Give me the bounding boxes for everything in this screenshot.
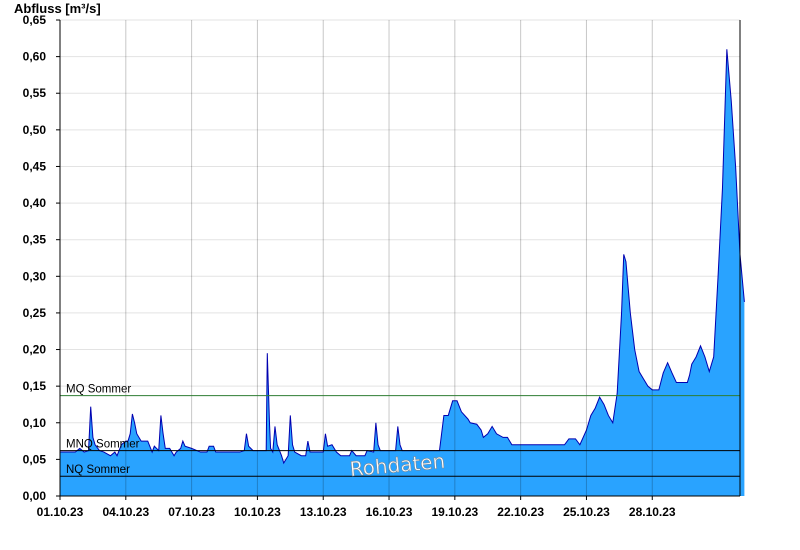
x-tick-label: 22.10.23 — [497, 505, 544, 519]
y-axis-title: Abfluss [m³/s] — [14, 1, 101, 16]
axes — [59, 20, 741, 497]
y-tick-label: 0,20 — [23, 343, 47, 357]
y-tick-label: 0,40 — [23, 196, 47, 210]
y-tick-label: 0,50 — [23, 123, 47, 137]
reference-line-label: NQ Sommer — [66, 464, 130, 476]
y-tick-label: 0,25 — [23, 306, 47, 320]
x-tick-label: 19.10.23 — [431, 505, 478, 519]
y-tick-label: 0,55 — [23, 86, 47, 100]
y-tick-label: 0,35 — [23, 233, 47, 247]
series-area — [60, 49, 745, 496]
y-tick-label: 0,00 — [23, 489, 47, 503]
y-tick-label: 0,15 — [23, 379, 47, 393]
x-tick-label: 16.10.23 — [366, 505, 413, 519]
y-tick-label: 0,60 — [23, 50, 47, 64]
x-tick-label: 10.10.23 — [234, 505, 281, 519]
x-tick-labels: 01.10.23 04.10.23 07.10.23 10.10.23 13.10.23… — [37, 505, 676, 519]
reference-line-label: MQ Sommer — [66, 384, 131, 396]
y-tick-label: 0,05 — [23, 452, 47, 466]
x-tick-label: 25.10.23 — [563, 505, 610, 519]
y-tick-labels: 0,00 0,05 0,10 0,15 0,20 0,25 0,30 0,35 0,40 0,45… — [23, 13, 47, 503]
x-tick-label: 01.10.23 — [37, 505, 84, 519]
y-tick-label: 0,10 — [23, 416, 47, 430]
reference-lines: MQ Sommer MNQ Sommer NQ Sommer — [60, 384, 740, 477]
y-tick-label: 0,30 — [23, 269, 47, 283]
y-tick-label: 0,65 — [23, 13, 47, 27]
x-tick-label: 07.10.23 — [168, 505, 215, 519]
x-tick-label: 28.10.23 — [629, 505, 676, 519]
reference-line-label: MNQ Sommer — [66, 439, 140, 451]
series-line — [60, 49, 745, 465]
x-tick-label: 04.10.23 — [102, 505, 149, 519]
y-tick-label: 0,45 — [23, 159, 47, 173]
x-tick-label: 13.10.23 — [300, 505, 347, 519]
series-fill — [60, 49, 745, 496]
vertical-gridlines — [59, 20, 653, 500]
